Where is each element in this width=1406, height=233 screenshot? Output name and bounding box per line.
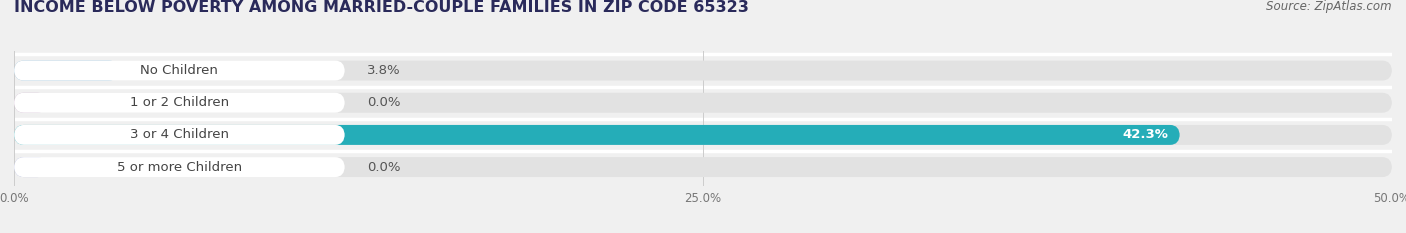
FancyBboxPatch shape bbox=[14, 125, 1180, 145]
Text: 5 or more Children: 5 or more Children bbox=[117, 161, 242, 174]
Text: 0.0%: 0.0% bbox=[367, 161, 401, 174]
FancyBboxPatch shape bbox=[14, 125, 1392, 145]
FancyBboxPatch shape bbox=[14, 93, 1392, 113]
Text: 0.0%: 0.0% bbox=[367, 96, 401, 109]
FancyBboxPatch shape bbox=[14, 93, 48, 113]
Text: 1 or 2 Children: 1 or 2 Children bbox=[129, 96, 229, 109]
FancyBboxPatch shape bbox=[14, 157, 48, 177]
FancyBboxPatch shape bbox=[14, 93, 344, 113]
FancyBboxPatch shape bbox=[14, 157, 1392, 177]
FancyBboxPatch shape bbox=[14, 61, 1392, 81]
Text: INCOME BELOW POVERTY AMONG MARRIED-COUPLE FAMILIES IN ZIP CODE 65323: INCOME BELOW POVERTY AMONG MARRIED-COUPL… bbox=[14, 0, 749, 15]
Text: 42.3%: 42.3% bbox=[1123, 128, 1168, 141]
FancyBboxPatch shape bbox=[14, 157, 344, 177]
FancyBboxPatch shape bbox=[14, 61, 118, 81]
Text: 3 or 4 Children: 3 or 4 Children bbox=[129, 128, 229, 141]
Text: 3.8%: 3.8% bbox=[367, 64, 401, 77]
FancyBboxPatch shape bbox=[14, 61, 344, 81]
Text: Source: ZipAtlas.com: Source: ZipAtlas.com bbox=[1267, 0, 1392, 13]
Text: No Children: No Children bbox=[141, 64, 218, 77]
FancyBboxPatch shape bbox=[14, 125, 344, 145]
